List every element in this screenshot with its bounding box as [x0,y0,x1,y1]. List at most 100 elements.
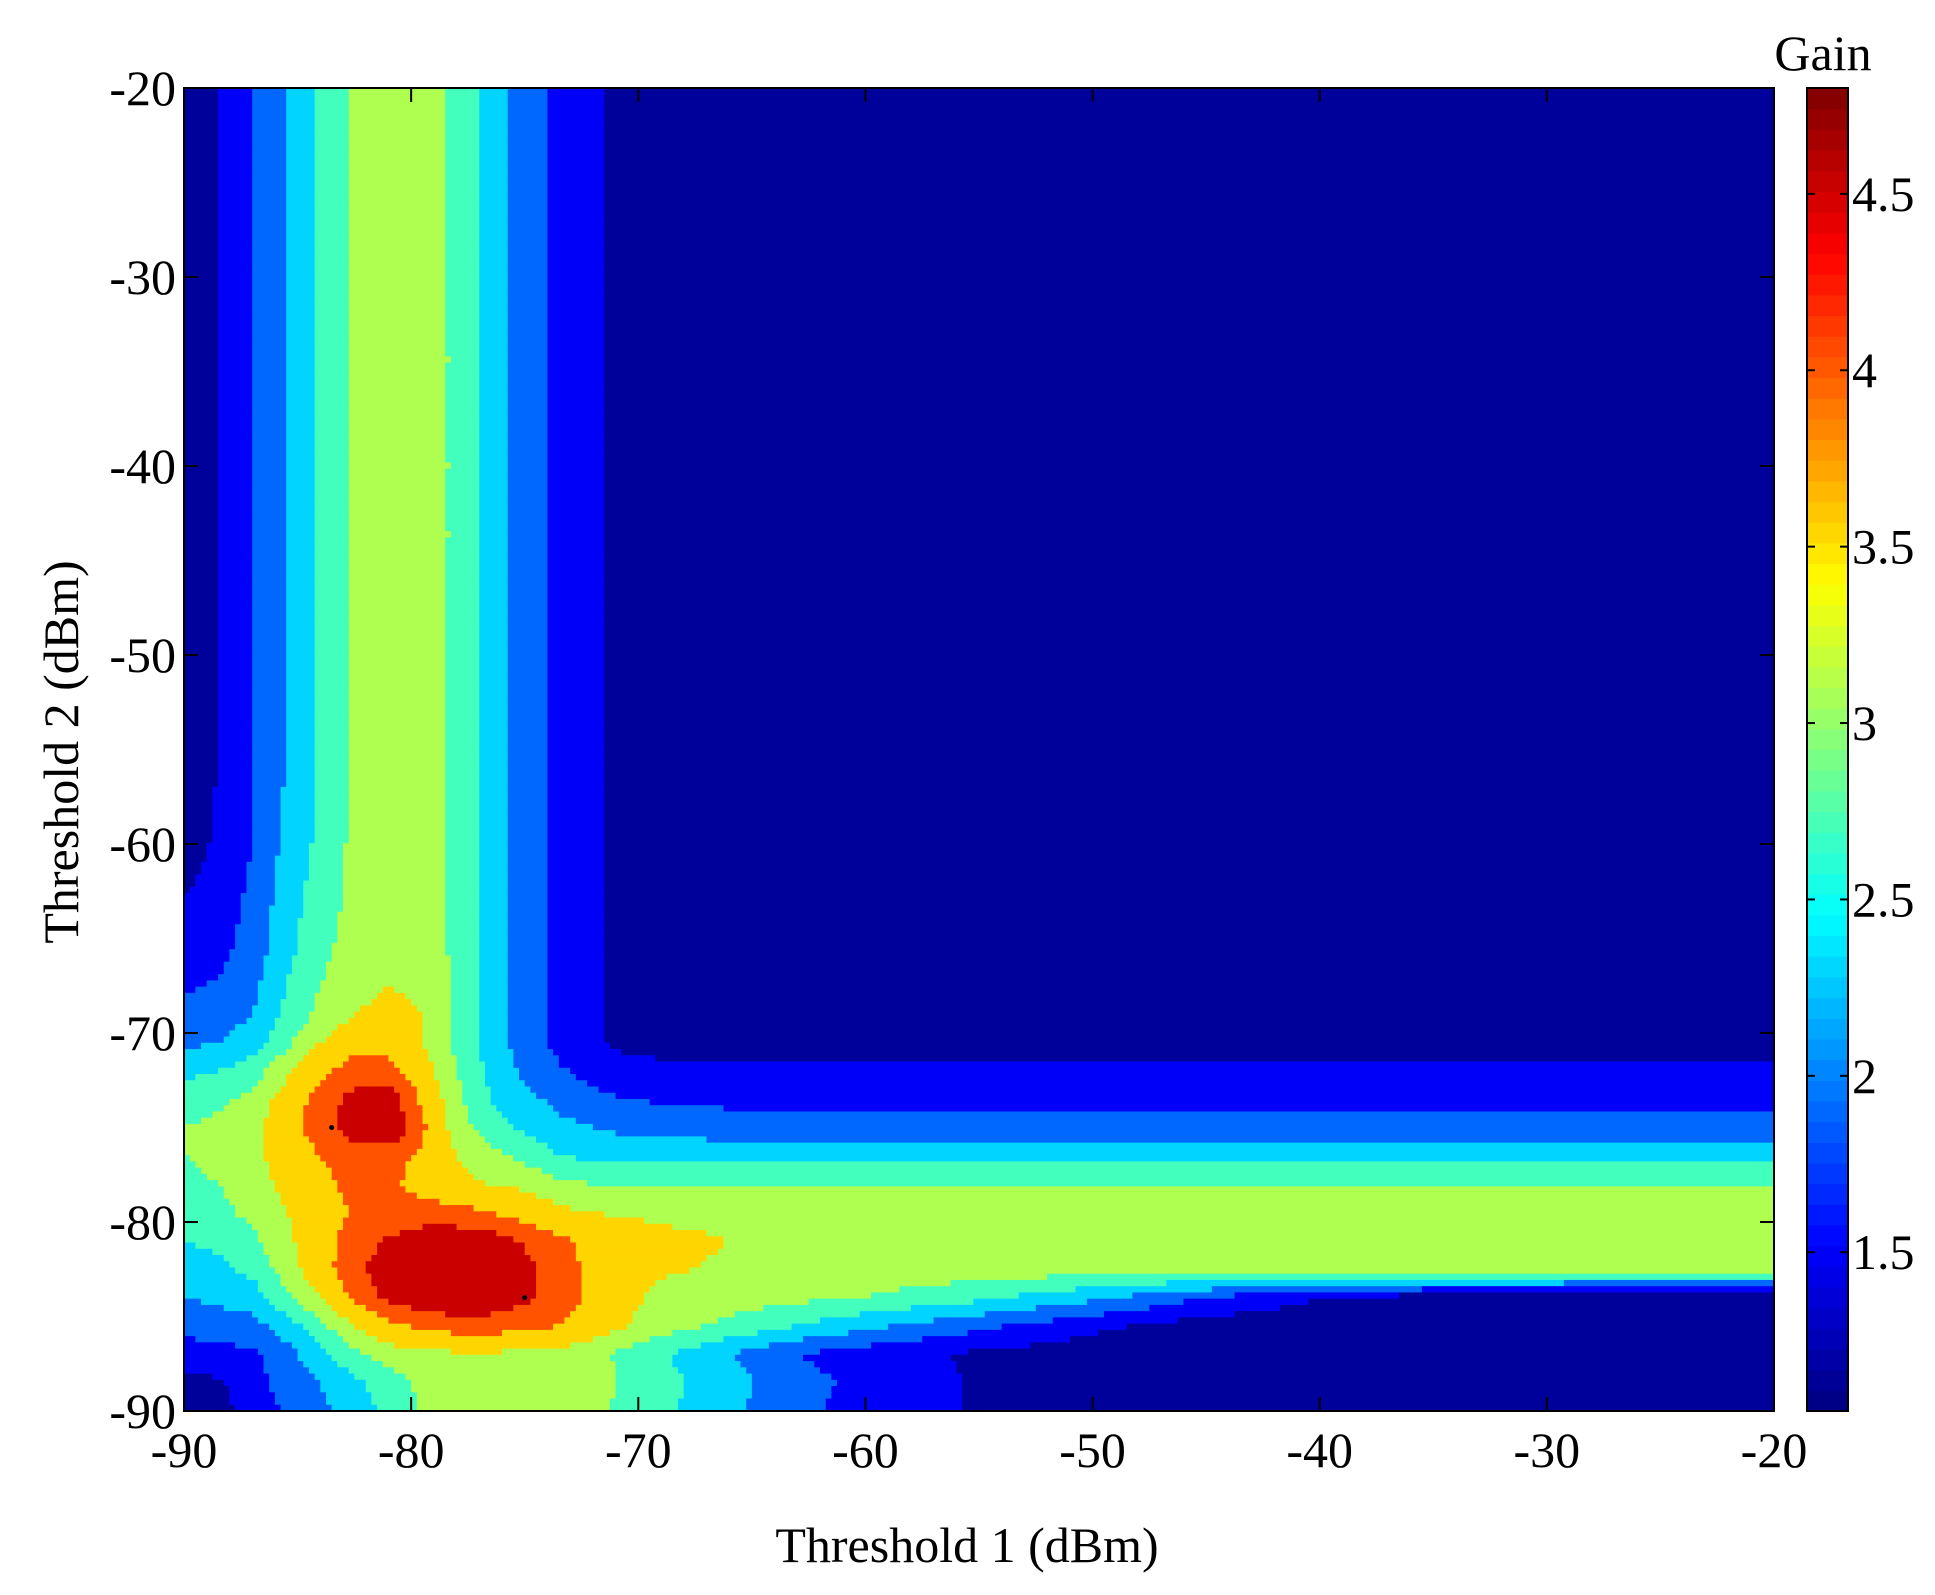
contour-band-cell [604,506,1775,513]
contour-band-cell [348,805,446,813]
contour-band-cell [286,137,316,145]
contour-band-cell [547,244,605,251]
contour-band-cell [201,868,248,875]
contour-band-cell [286,1205,350,1212]
contour-band-cell [445,774,480,782]
contour-band-cell [604,593,1775,601]
contour-band-cell [348,412,446,420]
contour-band-cell [184,1142,265,1150]
contour-band-cell [507,424,549,432]
contour-band-cell [331,942,446,950]
contour-band-cell [184,119,219,127]
contour-band-cell [314,1311,338,1318]
contour-band-cell [604,799,1775,807]
contour-band-cell [411,999,452,1006]
contour-band-cell [308,1279,344,1287]
contour-band-cell [314,662,350,669]
contour-band-cell [604,181,1775,189]
contour-band-cell [479,880,509,888]
contour-band-cell [547,250,605,258]
colorbar-segment [1807,1307,1848,1329]
contour-band-cell [547,256,605,264]
y-axis-ticks: -90-80-70-60-50-40-30-20 [109,60,1774,1439]
contour-band-cell [348,237,446,245]
contour-band-cell [479,980,509,988]
contour-band-cell [604,918,1775,925]
contour-band-cell [274,893,304,900]
contour-band-cell [252,337,287,345]
contour-band-cell [314,749,350,757]
contour-band-cell [445,780,480,788]
contour-band-cell [450,356,480,364]
contour-band-cell [223,961,265,969]
contour-band-cell [382,1361,617,1368]
contour-band-cell [314,593,350,601]
contour-band-cell [252,549,287,557]
colorbar-segment [1807,150,1848,172]
contour-band-cell [411,1080,441,1088]
contour-band-cell [280,836,316,844]
contour-band-cell [547,375,605,382]
contour-band-cell [184,874,196,882]
contour-band-cell [286,325,316,332]
contour-band-cell [547,293,605,301]
contour-band-cell [604,443,1775,451]
contour-band-cell [218,493,253,501]
contour-band-cell [547,967,605,975]
contour-band-cell [218,481,253,488]
contour-band-cell [331,1261,367,1269]
contour-band-cell [348,456,446,464]
contour-band-cell [314,705,350,713]
contour-band-cell [507,225,549,233]
contour-band-cell [184,911,242,919]
contour-band-cell [615,1392,685,1400]
contour-band-cell [286,94,316,102]
contour-band-cell [984,1311,1105,1318]
contour-band-cell [252,462,287,470]
contour-band-cell [212,1248,265,1256]
contour-band-cell [325,1392,372,1400]
contour-band-cell [314,718,350,726]
contour-band-cell [933,1317,1054,1325]
contour-band-cell [269,936,299,944]
contour-band-cell [479,780,509,788]
contour-band-cell [547,855,605,863]
contour-band-cell [479,599,509,607]
contour-band-cell [252,487,287,495]
contour-band-cell [343,1098,401,1106]
contour-band-cell [320,1317,350,1325]
contour-band-cell [252,418,287,426]
contour-band-cell [184,1049,259,1056]
contour-band-cell [218,537,253,545]
contour-band-cell [337,1111,407,1119]
contour-band-cell [507,443,549,451]
contour-band-cell [348,431,446,439]
contour-band-cell [507,331,549,339]
contour-band-cell [343,886,446,894]
contour-band-cell [184,1211,236,1219]
contour-band-cell [314,287,350,295]
contour-band-cell [422,1024,452,1031]
contour-band-cell [348,574,446,582]
contour-band-cell [547,524,605,532]
contour-band-cell [1047,1273,1775,1281]
contour-band-cell [252,443,287,451]
contour-band-cell [484,1074,520,1081]
contour-band-cell [604,237,1775,245]
contour-band-cell [445,786,480,794]
contour-band-cell [802,1354,952,1362]
contour-band-cell [604,830,1775,838]
contour-band-cell [445,618,480,626]
contour-band-cell [479,112,509,120]
contour-band-cell [348,506,446,513]
contour-band-cell [252,481,287,488]
contour-band-cell [348,169,446,176]
contour-band-cell [462,1086,492,1094]
contour-band-cell [286,755,316,763]
contour-band-cell [184,244,219,251]
contour-band-cell [252,206,287,214]
contour-band-cell [252,144,287,152]
contour-band-cell [257,992,287,1000]
contour-band-cell [274,1017,310,1025]
contour-band-cell [218,300,253,308]
